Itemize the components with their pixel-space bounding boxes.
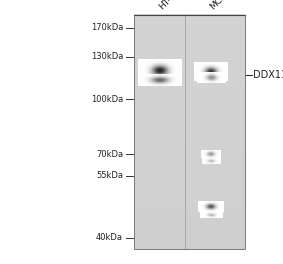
Text: 130kDa: 130kDa bbox=[91, 52, 123, 61]
Text: HT-29: HT-29 bbox=[157, 0, 182, 12]
Text: 70kDa: 70kDa bbox=[96, 150, 123, 159]
Text: 55kDa: 55kDa bbox=[96, 171, 123, 180]
Text: MCF7: MCF7 bbox=[208, 0, 232, 12]
Text: 100kDa: 100kDa bbox=[91, 95, 123, 103]
Bar bbox=[134, 15, 245, 249]
Text: 40kDa: 40kDa bbox=[96, 233, 123, 242]
Text: DDX11: DDX11 bbox=[253, 70, 283, 80]
Text: 170kDa: 170kDa bbox=[91, 23, 123, 32]
